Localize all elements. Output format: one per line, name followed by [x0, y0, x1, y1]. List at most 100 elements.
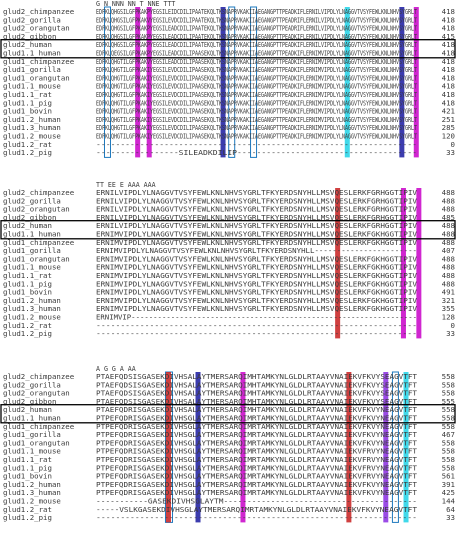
- residue-count: 488: [442, 263, 455, 272]
- residue-count: 64: [446, 505, 455, 514]
- species-name: glud1.2_mouse: [3, 313, 61, 322]
- sequence-row: ERNILVIPDLYLNAGGVTVSYFEWLKNLNHVSYGRLTFKY…: [96, 213, 418, 222]
- species-name: glud1.1_rat: [3, 271, 52, 280]
- sequence-row: ERNIMVIPDLYLNAGGVTVSYFEWLKNLNHVSYGRLTFKY…: [96, 279, 418, 288]
- residue-count: 418: [442, 7, 455, 16]
- sequence-row: -----------------SILEADKDILIP-----------…: [96, 148, 417, 157]
- residue-count: 33: [446, 329, 455, 338]
- species-name: glud1.1_mouse: [3, 263, 61, 272]
- highlight-column-violet: [383, 372, 389, 523]
- sequence-row: ERNIMVIPDLYLNAGGVTVSYFEWLKNLNHVSYGRLTFKY…: [96, 304, 418, 313]
- species-name: glud1.1_pig: [3, 463, 52, 472]
- residue-count: 391: [442, 480, 455, 489]
- sequence-row: EDFKLQHGTILGFPKAKIYEGSILEVDCDILIPAASEKQL…: [96, 132, 417, 141]
- residue-count: 128: [442, 313, 455, 322]
- sequence-row: PTPEFQDRISGASEKDIVHSGLAYTMERSARQIMRTAMKY…: [96, 447, 418, 456]
- highlight-column-magenta: [413, 7, 419, 158]
- species-name: glud2_gorilla: [3, 196, 61, 205]
- sequence-row: PTAEFQDSISGASEKDIVHSALAYTMERSARQIMHTAMKY…: [96, 372, 418, 381]
- species-name: glud2_human: [3, 221, 52, 230]
- highlight-column-outline: [103, 6, 111, 158]
- species-name: glud1_orangutan: [3, 254, 70, 263]
- species-name: glud2_human: [3, 405, 52, 414]
- residue-count: 285: [442, 123, 455, 132]
- species-name: glud2_human: [3, 40, 52, 49]
- species-name: glud2_gorilla: [3, 380, 61, 389]
- highlight-column-navy: [220, 7, 226, 158]
- species-name: glud1.2_rat: [3, 505, 52, 514]
- sequence-row: EDFKLQHGSILGFPKAKVYEGSILEVDCDILIPAATEKQL…: [96, 15, 417, 24]
- highlight-column-navy: [399, 7, 405, 158]
- sequence-row: ERNILVIPDLYLNAGGVTVSYFEWLKNLNHVSYGRLTFKY…: [96, 205, 418, 214]
- highlight-column-magenta: [240, 372, 246, 523]
- sequence-row: PTPEFQDRISGASEKDIVHSGLAYTMERSARQIMRTAMKY…: [96, 422, 418, 431]
- species-name: glud1_chimpanzee: [3, 238, 75, 247]
- sequence-row: PTPEFQDRISGASEKDIVHSGLAYTMERSARQIMRTAMKY…: [96, 480, 418, 489]
- species-name: glud1.1_human: [3, 230, 61, 239]
- sequence-row: PTPEFQDRISGASEKDIVHSGLAYTMERSARQIMRTAMKY…: [96, 488, 418, 497]
- residue-count: 485: [442, 213, 455, 222]
- residue-count: 558: [442, 389, 455, 398]
- sequence-row: EDFKLQHGTILGFPKAKIYEGSILEVDCDILIPAASEKQL…: [96, 65, 417, 74]
- highlight-column-magenta: [146, 7, 152, 158]
- sequence-row: EDFKLQHGSILGFPKAKPYEGSILEADCDILIPAATEKQL…: [96, 32, 417, 41]
- residue-count: 488: [442, 271, 455, 280]
- sequence-row: -----VSLKGASEKDIVHSGLAYTMERSARQIMRTAMKYN…: [96, 505, 418, 514]
- species-name: glud1.3_human: [3, 304, 61, 313]
- sequence-row: ERNILVIPDLYLNAGGVTVSYFEWLKNLNHVSYGRLTFKY…: [96, 221, 418, 230]
- residue-count: 33: [446, 513, 455, 522]
- residue-count: 418: [442, 98, 455, 107]
- residue-count: 144: [442, 497, 456, 506]
- species-name: glud1.2_pig: [3, 329, 52, 338]
- species-name: glud1_gorilla: [3, 246, 61, 255]
- species-name: glud2_chimpanzee: [3, 7, 75, 16]
- species-name: glud1.1_rat: [3, 455, 52, 464]
- residue-count: 488: [442, 254, 455, 263]
- species-name: glud1_orangutan: [3, 73, 70, 82]
- residue-count: 558: [442, 414, 455, 423]
- species-name: glud2_orangutan: [3, 24, 70, 33]
- sequence-row: ERNIMVIPDLYLNAGGVTVSYFEWLKNLNHVSYGRLTFKY…: [96, 263, 418, 272]
- sequence-row: EDFKLQHGTILGFPKAKIYEGSILEVDCDILIPAASEKQL…: [96, 82, 417, 91]
- residue-count: 488: [442, 221, 455, 230]
- residue-count: 488: [442, 279, 455, 288]
- species-name: glud1_bovin: [3, 107, 52, 116]
- residue-count: 0: [451, 140, 455, 149]
- residue-count: 491: [442, 288, 455, 297]
- residue-count: 418: [442, 49, 455, 58]
- residue-count: 33: [446, 148, 455, 157]
- species-name: glud1.1_human: [3, 49, 61, 58]
- highlight-column-red: [335, 188, 341, 339]
- species-name: glud1_bovin: [3, 472, 52, 481]
- species-name: glud1.1_rat: [3, 90, 52, 99]
- sequence-row: PTPEFQDRISGASEKDIVHSGLAYTMERSARQIMRTAMKY…: [96, 438, 418, 447]
- sequence-row: ERNILVIPDLYLNAGGVTVSYFEWLKNLNHVSYGRLTFKY…: [96, 188, 418, 197]
- human-rows-box: [0, 39, 456, 59]
- sequence-row: -----------GASEKDIVHSGLAYTM-------------…: [96, 497, 417, 506]
- sequence-row: EDFKLQHGTILGFPKAKIYEGSILEVDCDILIPAASEKQL…: [96, 98, 417, 107]
- species-name: glud1.2_human: [3, 296, 61, 305]
- sequence-row: ----------------------------------------…: [96, 513, 417, 522]
- sequence-row: ERNIMVIPDLYLNAGGVTVSYFEWLKNLNHVSYGRLTFKY…: [96, 271, 418, 280]
- sequence-row: PTPEFQDRISGASEKDIVHSGLAYTMERSARQIMRTAMKY…: [96, 472, 418, 481]
- residue-count: 418: [442, 15, 455, 24]
- sequence-row: PTPEFQDRISGASEKDIVHSGLAYTMERSARQIMRTAMKY…: [96, 430, 418, 439]
- residue-count: 488: [442, 238, 455, 247]
- residue-count: 418: [442, 65, 455, 74]
- species-name: glud1.2_pig: [3, 148, 52, 157]
- species-name: glud1.3_human: [3, 123, 61, 132]
- residue-count: 488: [442, 196, 455, 205]
- residue-count: 355: [442, 304, 455, 313]
- species-name: glud1.2_pig: [3, 513, 52, 522]
- sequence-row: ERNIMVIPDLYLNAGGVTVSYFEWLKNLNHVSYGRLTFKY…: [96, 230, 418, 239]
- residue-count: 418: [442, 82, 455, 91]
- residue-count: 0: [451, 321, 455, 330]
- species-name: glud1.3_human: [3, 488, 61, 497]
- sequence-row: EDFKLQHGSILGFPKAKPYEGSILEIDCDILIPAATEKQL…: [96, 7, 417, 16]
- sequence-row: PTAEFQDSISGASEKDIVHSALAYTMERSARQIMHTAMKY…: [96, 397, 418, 406]
- species-name: glud1.2_mouse: [3, 497, 61, 506]
- residue-count: 418: [442, 24, 455, 33]
- residue-count: 558: [442, 438, 455, 447]
- residue-count: 558: [442, 422, 455, 431]
